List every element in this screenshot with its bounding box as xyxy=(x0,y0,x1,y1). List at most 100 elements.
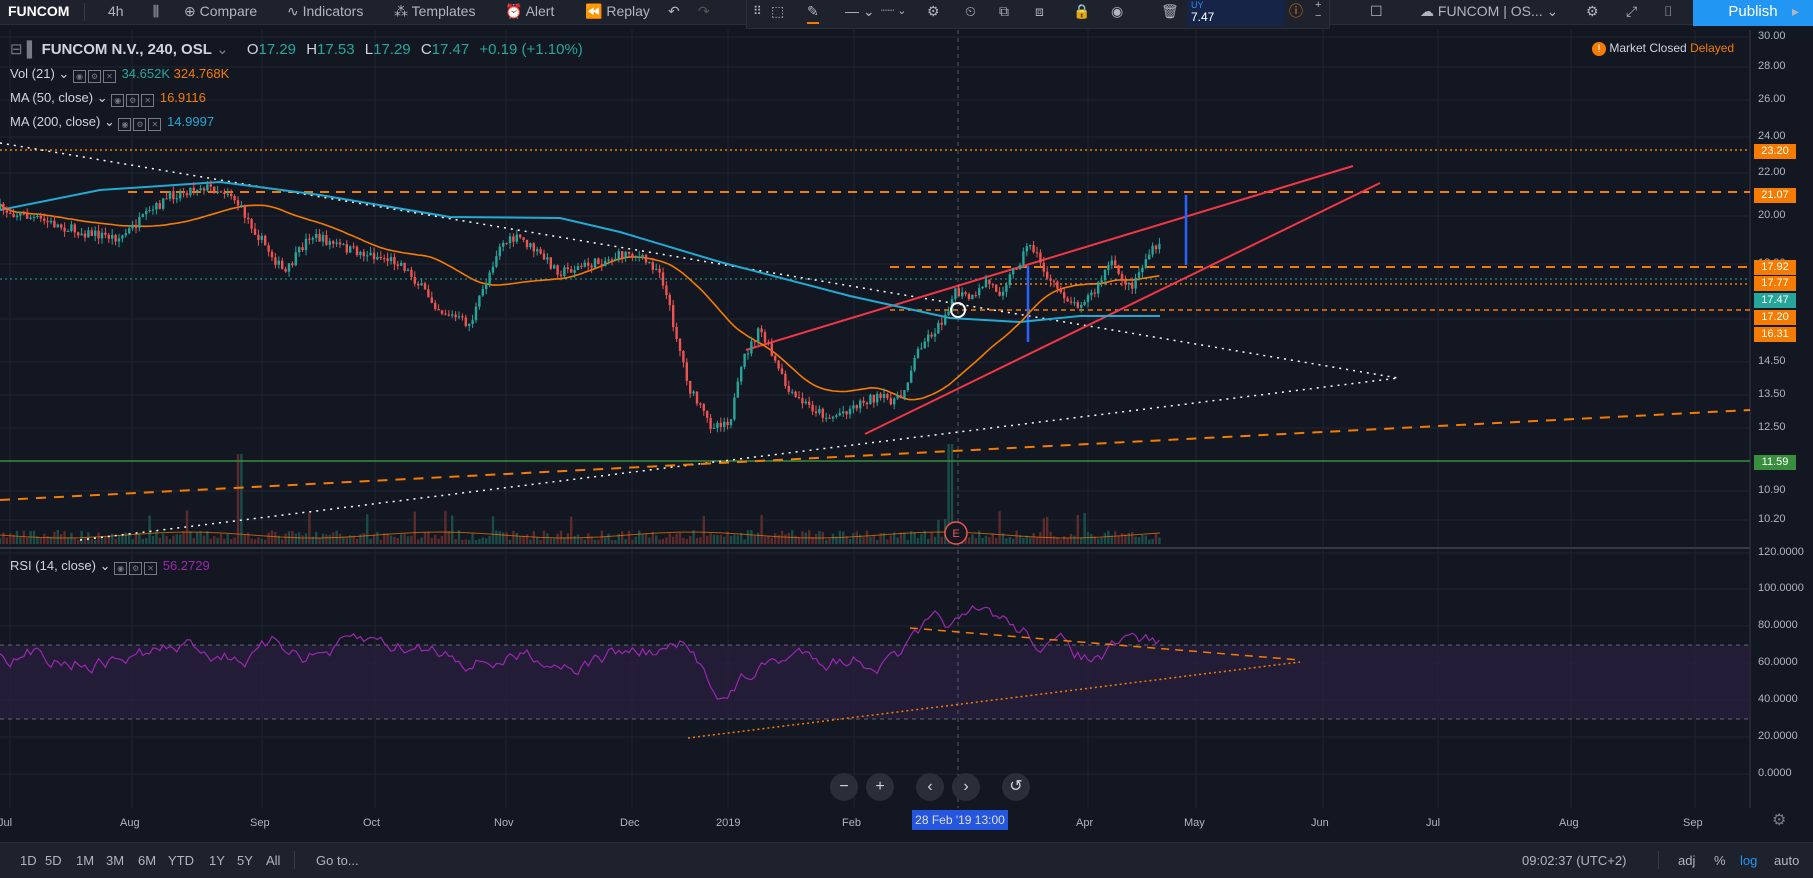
alert-add-icon[interactable]: ⏲ xyxy=(965,3,976,19)
range-button-5d[interactable]: 5D xyxy=(45,853,62,868)
range-button-6m[interactable]: 6M xyxy=(138,853,157,868)
undo-icon[interactable]: ↶ xyxy=(668,3,680,19)
zoom-out-button[interactable]: − xyxy=(830,773,858,801)
gear-icon[interactable]: ⚙ xyxy=(87,69,101,83)
zoom-in-button[interactable]: + xyxy=(866,773,894,801)
range-button-1m[interactable]: 1M xyxy=(76,853,95,868)
candle-body xyxy=(743,353,746,367)
earnings-marker[interactable] xyxy=(944,521,968,545)
price-tag[interactable]: 11.59 xyxy=(1754,455,1796,470)
long-support-dashed[interactable] xyxy=(0,409,1751,501)
eye-icon[interactable]: ◉ xyxy=(114,561,128,575)
camera-icon[interactable]: ⌷ xyxy=(1664,3,1673,19)
goto-button[interactable]: Go to... xyxy=(316,853,359,868)
symbol-search[interactable]: FUNCOM xyxy=(8,3,70,19)
price-tag[interactable]: 17.77 xyxy=(1754,276,1796,291)
channel-top-line[interactable] xyxy=(745,165,1354,351)
collapse-icon[interactable]: ⊟ xyxy=(10,41,23,58)
price-tag[interactable]: 21.07 xyxy=(1754,188,1796,203)
scale-auto-button[interactable]: auto xyxy=(1774,853,1800,868)
ma200-legend[interactable]: MA (200, close) ⌄ ◉ ⚙ ✕ 14.9997 xyxy=(10,114,215,131)
rsi-legend[interactable]: RSI (14, close) ⌄ ◉ ⚙ ✕ 56.2729 xyxy=(10,558,210,575)
range-button-1y[interactable]: 1Y xyxy=(209,853,225,868)
indicators-button[interactable]: ∿ Indicators xyxy=(287,0,363,24)
line-width-select[interactable]: ┈┈ ⌄ xyxy=(881,5,907,17)
drag-handle-icon[interactable]: ⠿ xyxy=(753,4,762,18)
ma50-legend[interactable]: MA (50, close) ⌄ ◉ ⚙ ✕ 16.9116 xyxy=(10,90,206,107)
chart-canvas[interactable]: E xyxy=(0,30,1813,808)
eye-icon[interactable]: ◉ xyxy=(72,69,86,83)
price-tag[interactable]: 17.47 xyxy=(1754,293,1796,308)
pencil-icon[interactable]: ✎ xyxy=(807,0,819,24)
layout-square-icon[interactable]: ☐ xyxy=(1370,3,1383,19)
channel-bottom-line[interactable] xyxy=(864,182,1381,435)
compare-button[interactable]: ⊕ Compare xyxy=(184,0,257,24)
plus-minus-icon[interactable]: + − xyxy=(1315,0,1322,22)
gear-icon[interactable]: ⚙ xyxy=(133,117,147,131)
candle-body xyxy=(94,230,97,236)
eye-icon[interactable]: ◉ xyxy=(111,93,125,107)
candle-body xyxy=(638,256,641,258)
price-tag[interactable]: 16.31 xyxy=(1754,327,1796,342)
gear-icon[interactable]: ⚙ xyxy=(126,93,140,107)
reset-chart-button[interactable]: ↺ xyxy=(1002,773,1030,801)
interval-select[interactable]: 4h xyxy=(108,3,124,19)
candle-body xyxy=(498,246,501,257)
select-area-icon[interactable]: ⬚ xyxy=(771,3,785,19)
close-icon[interactable]: ✕ xyxy=(148,117,162,131)
range-button-all[interactable]: All xyxy=(266,853,281,868)
range-button-3m[interactable]: 3M xyxy=(106,853,125,868)
indicator-buttons[interactable]: ◉ ⚙ ✕ xyxy=(111,91,156,107)
volume-legend[interactable]: Vol (21) ⌄ ◉ ⚙ ✕ 34.652K 324.768K xyxy=(10,66,230,83)
descending-trendline[interactable] xyxy=(0,142,1399,379)
scroll-left-button[interactable]: ‹ xyxy=(916,773,944,801)
price-tag[interactable]: 17.20 xyxy=(1754,310,1796,325)
eye-icon[interactable]: ◉ xyxy=(118,117,132,131)
scale-percent-button[interactable]: % xyxy=(1714,853,1726,868)
chart-settings-gear-icon[interactable]: ⚙ xyxy=(1772,812,1787,829)
close-icon[interactable]: ✕ xyxy=(102,69,116,83)
fullscreen-icon[interactable]: ⤢ xyxy=(1626,3,1638,19)
ascending-trendline[interactable] xyxy=(79,377,1399,541)
volume-bar xyxy=(423,532,427,544)
close-icon[interactable]: ✕ xyxy=(144,561,158,575)
chevron-down-icon[interactable]: ⌄ xyxy=(216,41,229,58)
indicator-buttons[interactable]: ◉ ⚙ ✕ xyxy=(118,115,163,131)
scale-adj-button[interactable]: adj xyxy=(1678,853,1696,868)
market-status[interactable]: ! Market Closed Delayed xyxy=(1592,41,1734,56)
replay-button[interactable]: ⏪ Replay xyxy=(585,0,650,24)
candles-icon[interactable]: ⫼ xyxy=(152,3,160,19)
line-style-select[interactable]: — ⌄ xyxy=(845,3,875,19)
close-icon[interactable]: ✕ xyxy=(141,93,155,107)
symbol-title[interactable]: FUNCOM N.V., 240, OSL xyxy=(41,41,212,58)
volume-bar xyxy=(512,530,515,544)
range-button-ytd[interactable]: YTD xyxy=(168,853,194,868)
eye-icon[interactable]: ◉ xyxy=(1111,3,1124,19)
indicator-buttons[interactable]: ◉ ⚙ ✕ xyxy=(114,559,159,575)
gear-icon[interactable]: ⚙ xyxy=(1586,3,1599,19)
trash-icon[interactable]: 🗑 xyxy=(1161,3,1179,19)
candle-body xyxy=(692,391,695,394)
lock-icon[interactable]: 🔒 xyxy=(1073,3,1091,19)
gear-icon[interactable]: ⚙ xyxy=(129,561,143,575)
range-button-5y[interactable]: 5Y xyxy=(237,853,253,868)
divider xyxy=(294,851,295,869)
price-tag[interactable]: 23.20 xyxy=(1754,144,1796,159)
visual-order-icon[interactable]: ⧈ xyxy=(1035,3,1044,19)
scale-log-button[interactable]: log xyxy=(1740,853,1758,868)
alert-button[interactable]: ⏰ Alert xyxy=(505,0,554,24)
templates-button[interactable]: ⁂ Templates xyxy=(394,0,475,24)
redo-icon[interactable]: ↷ xyxy=(698,3,710,19)
scroll-right-button[interactable]: › xyxy=(952,773,980,801)
range-button-1d[interactable]: 1D xyxy=(20,853,37,868)
play-icon[interactable]: ▸ xyxy=(1792,3,1800,19)
price-tag[interactable]: 17.92 xyxy=(1754,260,1796,275)
clock[interactable]: 09:02:37 (UTC+2) xyxy=(1522,853,1627,868)
settings-icon[interactable]: ⚙ xyxy=(927,3,940,19)
info-icon[interactable]: ⓘ xyxy=(1289,3,1303,19)
indicator-buttons[interactable]: ◉ ⚙ ✕ xyxy=(72,67,118,83)
clone-icon[interactable]: ⧉ xyxy=(999,3,1009,19)
rsi-resistance-line[interactable] xyxy=(909,627,1301,661)
publish-button[interactable]: Publish xyxy=(1693,0,1813,26)
layout-name[interactable]: ☁ FUNCOM | OS... ⌄ xyxy=(1420,3,1559,19)
